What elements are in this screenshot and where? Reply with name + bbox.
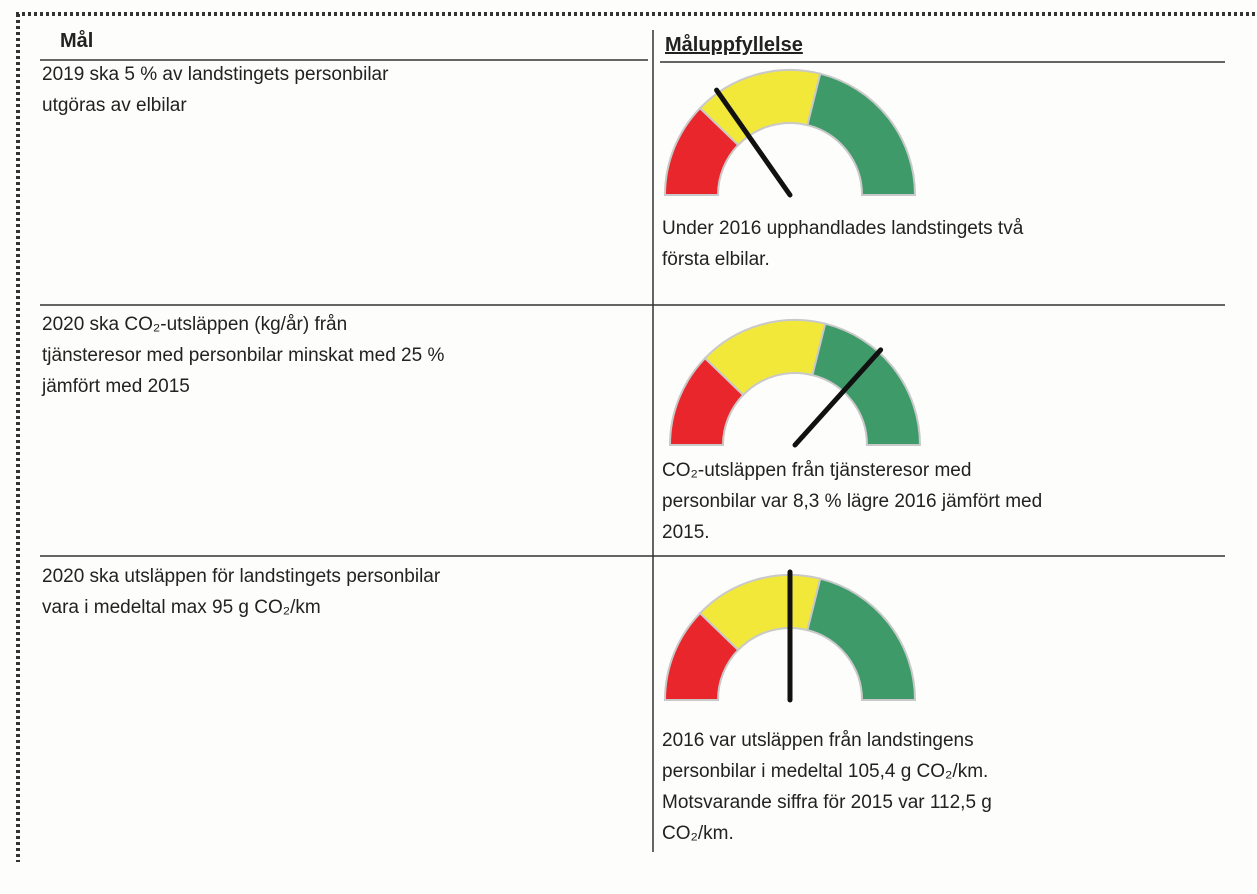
result-text: 2016 var utsläppen från landstingens bbox=[662, 730, 974, 751]
gauges bbox=[663, 69, 922, 703]
result-text: Motsvarande siffra för 2015 var 112,5 g bbox=[662, 792, 992, 813]
gauge-needle bbox=[714, 87, 793, 198]
gauge-needle bbox=[792, 347, 884, 448]
header: Måluppfyllelse bbox=[665, 34, 803, 56]
result-text: personbilar var 8,3 % lägre 2016 jämfört… bbox=[662, 491, 1043, 512]
result-text: 2015. bbox=[662, 522, 710, 543]
goal-text: 2020 ska CO₂-utsläppen (kg/år) från bbox=[42, 314, 348, 335]
header: Mål bbox=[60, 30, 94, 52]
result-text: första elbilar. bbox=[662, 249, 770, 270]
result-text: CO₂-utsläppen från tjänsteresor med bbox=[662, 460, 972, 481]
goal-text: vara i medeltal max 95 g CO₂/km bbox=[42, 597, 321, 618]
result-text: personbilar i medeltal 105,4 g CO₂/km. bbox=[662, 761, 989, 782]
gauge-green bbox=[806, 577, 917, 701]
result-text: Under 2016 upphandlades landstingets två bbox=[662, 218, 1024, 239]
gauge-green bbox=[811, 322, 922, 446]
goal-text: 2019 ska 5 % av landstingets personbilar bbox=[42, 64, 389, 85]
gauge-green bbox=[806, 72, 917, 196]
goal-text: 2020 ska utsläppen för landstingets pers… bbox=[42, 566, 441, 587]
goal-text: utgöras av elbilar bbox=[42, 95, 187, 116]
result-text: CO₂/km. bbox=[662, 823, 734, 844]
goal-text: jämfört med 2015 bbox=[42, 376, 190, 397]
goal-text: tjänsteresor med personbilar minskat med… bbox=[42, 345, 445, 366]
